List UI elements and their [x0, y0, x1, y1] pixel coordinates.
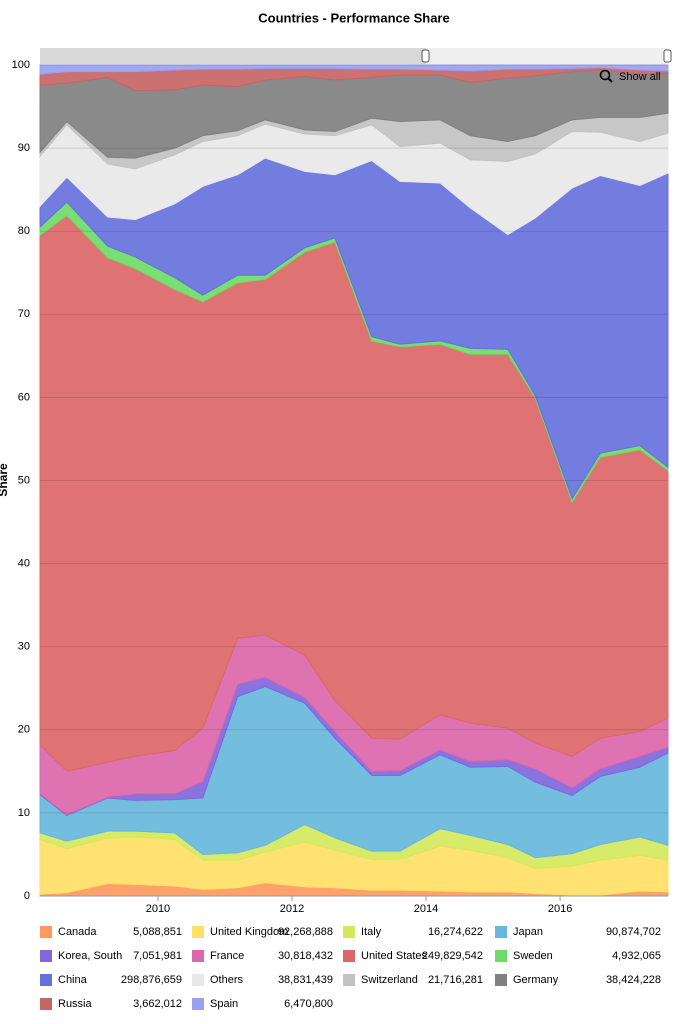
- legend-item[interactable]: Sweden 4,932,065: [495, 950, 661, 962]
- legend-value: 90,874,702: [606, 926, 661, 938]
- legend-swatch: [192, 926, 204, 938]
- y-tick-label: 30: [18, 641, 30, 653]
- legend-item[interactable]: Korea, South 7,051,981: [40, 950, 182, 962]
- legend-label: United Kingdom: [210, 926, 288, 938]
- legend-value: 6,470,800: [284, 998, 333, 1010]
- legend-value: 30,818,432: [278, 950, 333, 962]
- legend-label: Sweden: [513, 950, 553, 962]
- legend-label: Russia: [58, 998, 93, 1010]
- legend-label: Canada: [58, 926, 97, 938]
- legend-swatch: [40, 926, 52, 938]
- scrollbar-thumb[interactable]: [426, 48, 668, 64]
- y-tick-label: 60: [18, 391, 30, 403]
- legend-item[interactable]: Spain 6,470,800: [192, 998, 333, 1010]
- legend-item[interactable]: Italy 16,274,622: [343, 926, 483, 938]
- legend-swatch: [192, 998, 204, 1010]
- plot-area: [39, 64, 669, 897]
- legend-label: Japan: [513, 926, 543, 938]
- legend-label: Germany: [513, 974, 559, 986]
- legend-label: China: [58, 974, 88, 986]
- scrollbar-grip[interactable]: [421, 49, 430, 63]
- legend-swatch: [495, 974, 507, 986]
- y-tick-label: 100: [12, 59, 30, 71]
- legend-item[interactable]: Switzerland 21,716,281: [343, 974, 483, 986]
- legend-value: 92,268,888: [278, 926, 333, 938]
- legend-value: 16,274,622: [428, 926, 483, 938]
- legend-item[interactable]: Canada 5,088,851: [40, 926, 182, 938]
- x-tick-label: 2014: [414, 903, 438, 915]
- legend-item[interactable]: Russia 3,662,012: [40, 998, 182, 1010]
- legend-item[interactable]: Germany 38,424,228: [495, 974, 661, 986]
- legend-swatch: [343, 950, 355, 962]
- legend-swatch: [495, 950, 507, 962]
- legend-label: Spain: [210, 998, 238, 1010]
- area: [39, 64, 669, 75]
- legend-item[interactable]: China 298,876,659: [40, 974, 182, 986]
- legend-value: 21,716,281: [428, 974, 483, 986]
- scrollbar-grip[interactable]: [663, 49, 672, 63]
- legend-value: 7,051,981: [133, 950, 182, 962]
- legend-label: Switzerland: [361, 974, 418, 986]
- legend-swatch: [40, 998, 52, 1010]
- legend-label: France: [210, 950, 244, 962]
- legend-value: 249,829,542: [422, 950, 483, 962]
- y-axis-title: Share: [0, 463, 10, 497]
- legend-swatch: [40, 974, 52, 986]
- scrollbar[interactable]: [40, 48, 672, 64]
- y-tick-label: 90: [18, 142, 30, 154]
- legend-value: 5,088,851: [133, 926, 182, 938]
- legend-swatch: [40, 950, 52, 962]
- x-tick-label: 2016: [548, 903, 572, 915]
- legend-label: United States: [361, 950, 428, 962]
- y-tick-label: 70: [18, 308, 30, 320]
- legend-swatch: [192, 974, 204, 986]
- chart-title: Countries - Performance Share: [258, 10, 449, 25]
- y-tick-label: 0: [24, 890, 30, 902]
- x-tick-label: 2010: [146, 903, 170, 915]
- legend-swatch: [495, 926, 507, 938]
- zoom-icon: [599, 69, 611, 81]
- zoom-icon: [607, 77, 613, 83]
- legend-value: 298,876,659: [121, 974, 182, 986]
- legend-item[interactable]: Japan 90,874,702: [495, 926, 661, 938]
- y-tick-label: 40: [18, 558, 30, 570]
- y-tick-label: 80: [18, 225, 30, 237]
- legend-swatch: [192, 950, 204, 962]
- legend-value: 3,662,012: [133, 998, 182, 1010]
- legend-label: Others: [210, 974, 244, 986]
- legend-value: 38,831,439: [278, 974, 333, 986]
- legend-value: 4,932,065: [612, 950, 661, 962]
- x-tick-label: 2012: [280, 903, 304, 915]
- y-tick-label: 10: [18, 807, 30, 819]
- zoom-out-button[interactable]: Show all: [599, 69, 661, 83]
- y-tick-label: 50: [18, 474, 30, 486]
- legend-label: Korea, South: [58, 950, 122, 962]
- legend-swatch: [343, 926, 355, 938]
- legend-value: 38,424,228: [606, 974, 661, 986]
- button-label[interactable]: Show all: [619, 71, 661, 83]
- legend-swatch: [343, 974, 355, 986]
- y-tick-label: 20: [18, 724, 30, 736]
- legend-item[interactable]: France 30,818,432: [192, 950, 333, 962]
- legend-label: Italy: [361, 926, 382, 938]
- legend-item[interactable]: Others 38,831,439: [192, 974, 333, 986]
